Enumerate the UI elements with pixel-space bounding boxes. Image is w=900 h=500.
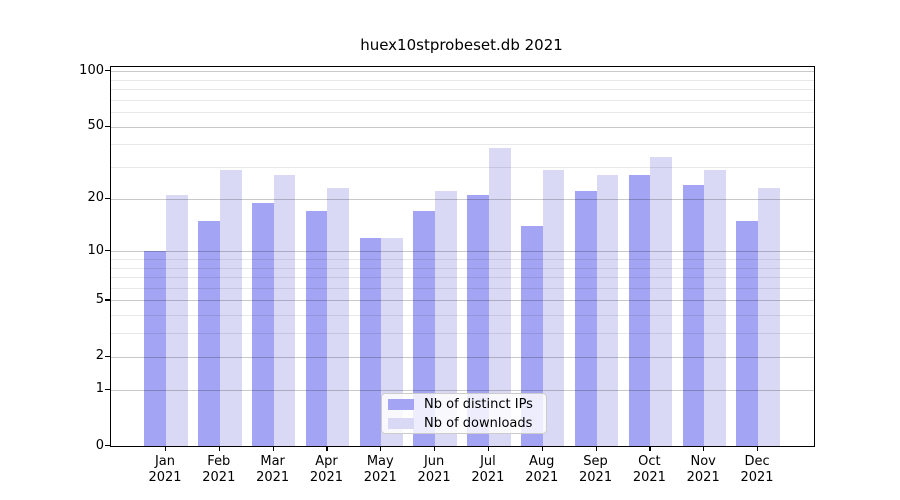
- gridline-minor-7: [111, 277, 814, 279]
- x-tick-label-sep: Sep 2021: [579, 454, 613, 485]
- x-tick-label-aug: Aug 2021: [525, 454, 559, 485]
- x-tick-mark: [326, 446, 328, 451]
- x-tick-mark: [541, 446, 543, 451]
- y-tick-mark: [105, 388, 110, 390]
- bar-downloads-dec: [758, 187, 780, 446]
- bar-downloads-nov: [704, 169, 726, 446]
- bar-downloads-feb: [219, 169, 242, 446]
- bar-distinct-ips-apr: [305, 211, 328, 446]
- x-tick-label-jul: Jul 2021: [471, 454, 505, 485]
- y-tick-label-0: 0: [95, 437, 104, 453]
- bar-distinct-ips-may: [359, 237, 382, 446]
- gridline-minor-4: [111, 315, 814, 317]
- y-tick-mark: [105, 299, 110, 301]
- gridline-major-2: [111, 356, 814, 358]
- y-tick-label-20: 20: [87, 190, 104, 206]
- y-tick-label-10: 10: [87, 242, 104, 258]
- gridline-major-20: [111, 198, 814, 200]
- x-tick-mark: [434, 446, 436, 451]
- bar-distinct-ips-dec: [736, 220, 758, 446]
- x-tick-label-jan: Jan 2021: [148, 454, 182, 485]
- x-tick-mark: [757, 446, 759, 451]
- bar-distinct-ips-aug: [521, 226, 543, 446]
- bar-downloads-jan: [166, 194, 188, 446]
- gridline-minor-60: [111, 112, 814, 114]
- gridline-minor-80: [111, 89, 814, 91]
- y-tick-mark: [105, 197, 110, 199]
- x-tick-label-feb: Feb 2021: [202, 454, 236, 485]
- bar-distinct-ips-jul: [467, 194, 489, 446]
- x-tick-mark: [487, 446, 490, 451]
- y-tick-label-100: 100: [79, 62, 104, 78]
- chart-title: huex10stprobeset.db 2021: [360, 36, 563, 54]
- gridline-minor-70: [111, 99, 814, 101]
- legend: Nb of distinct IPs Nb of downloads: [381, 393, 547, 434]
- legend-swatch-downloads: [388, 417, 414, 429]
- x-tick-mark: [165, 446, 167, 451]
- x-tick-label-jun: Jun 2021: [417, 454, 451, 485]
- bar-downloads-jun: [435, 191, 457, 446]
- gridline-major-50: [111, 126, 814, 128]
- legend-swatch-distinct-ips: [388, 398, 414, 410]
- x-tick-mark: [649, 446, 651, 451]
- y-tick-mark: [105, 250, 110, 252]
- bar-distinct-ips-mar: [251, 202, 274, 446]
- gridline-major-5: [111, 300, 814, 302]
- y-tick-label-5: 5: [95, 291, 104, 307]
- x-tick-label-mar: Mar 2021: [256, 454, 290, 485]
- x-tick-mark: [703, 446, 705, 451]
- bar-downloads-oct: [650, 157, 673, 446]
- bar-distinct-ips-jan: [144, 251, 166, 446]
- gridline-major-100: [111, 71, 814, 73]
- x-tick-label-nov: Nov 2021: [686, 454, 720, 485]
- y-tick-label-1: 1: [95, 381, 104, 397]
- bar-distinct-ips-jun: [413, 211, 436, 446]
- legend-label-distinct-ips: Nb of distinct IPs: [424, 396, 533, 412]
- gridline-minor-3: [111, 333, 814, 335]
- legend-item-distinct-ips: Nb of distinct IPs: [388, 396, 540, 412]
- x-tick-mark: [380, 446, 382, 451]
- gridline-minor-8: [111, 267, 814, 269]
- bar-downloads-mar: [273, 175, 296, 446]
- bar-distinct-ips-oct: [628, 175, 651, 446]
- y-tick-mark: [105, 445, 110, 447]
- gridline-minor-90: [111, 79, 814, 81]
- y-tick-mark: [105, 125, 110, 127]
- y-tick-mark: [105, 355, 110, 357]
- bar-downloads-aug: [542, 169, 565, 446]
- bar-downloads-jul: [488, 148, 511, 446]
- x-tick-label-may: May 2021: [363, 454, 397, 485]
- bar-distinct-ips-sep: [574, 191, 597, 446]
- gridline-major-1: [111, 389, 814, 391]
- bar-downloads-sep: [596, 175, 619, 446]
- gridline-minor-9: [111, 259, 814, 260]
- legend-label-downloads: Nb of downloads: [424, 415, 533, 431]
- y-tick-label-2: 2: [95, 348, 104, 364]
- x-tick-label-apr: Apr 2021: [309, 454, 343, 485]
- legend-item-downloads: Nb of downloads: [388, 415, 540, 431]
- y-tick-mark: [105, 70, 110, 72]
- y-tick-label-50: 50: [87, 118, 104, 134]
- gridline-minor-40: [111, 144, 814, 146]
- x-tick-mark: [218, 446, 220, 451]
- x-tick-mark: [595, 446, 597, 451]
- x-tick-mark: [272, 446, 274, 451]
- bar-downloads-apr: [327, 187, 350, 446]
- x-tick-label-dec: Dec 2021: [740, 454, 774, 485]
- bar-distinct-ips-feb: [198, 220, 220, 446]
- gridline-minor-6: [111, 287, 814, 289]
- x-tick-label-oct: Oct 2021: [632, 454, 666, 485]
- bar-distinct-ips-nov: [682, 184, 705, 446]
- gridline-major-10: [111, 251, 814, 253]
- plot-area: Nb of distinct IPs Nb of downloads: [110, 66, 815, 447]
- gridline-minor-30: [111, 167, 814, 169]
